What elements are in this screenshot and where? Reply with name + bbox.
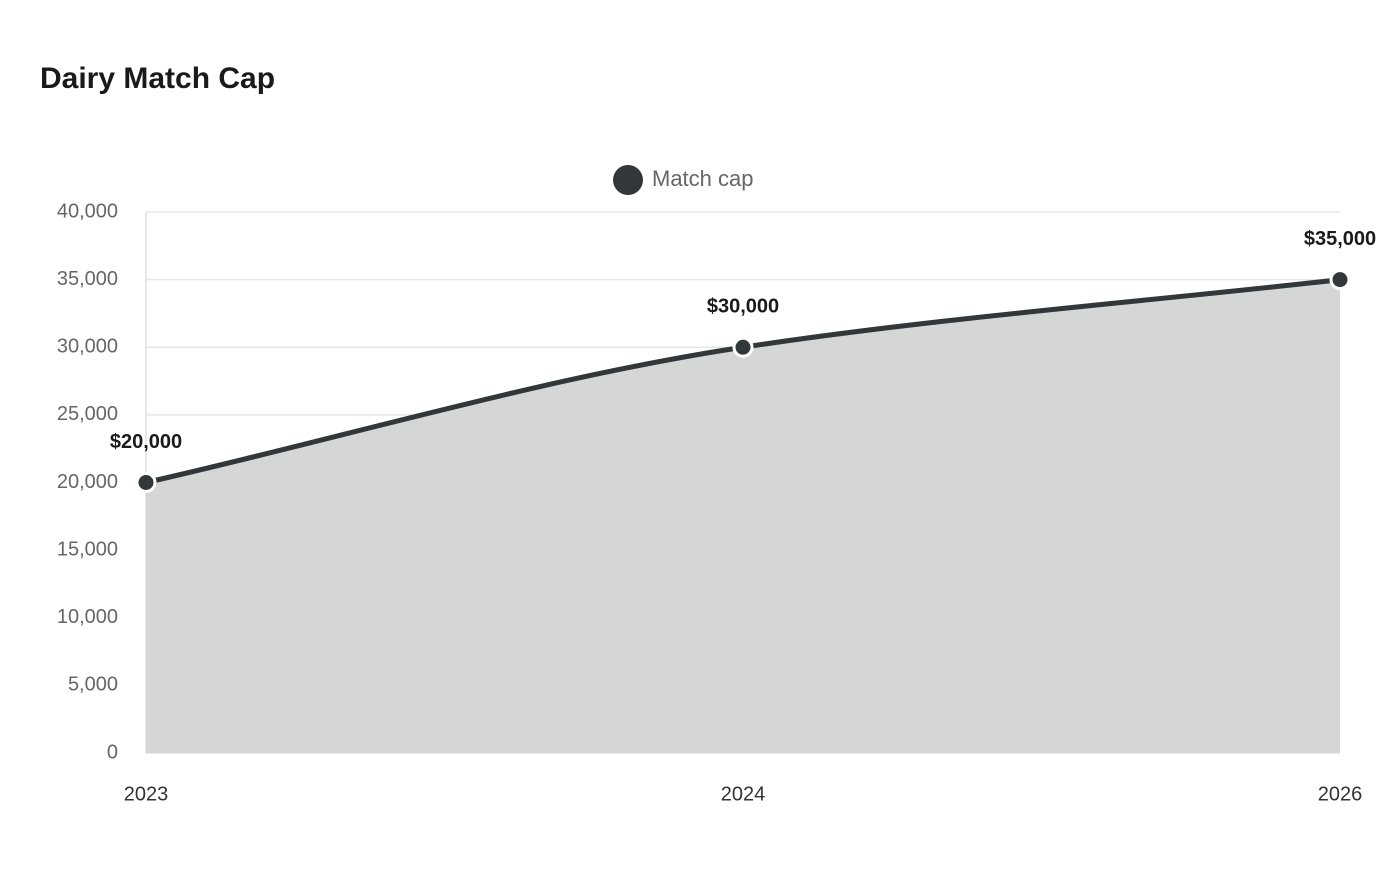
chart-title: Dairy Match Cap <box>40 62 275 95</box>
y-tick-label: 30,000 <box>57 336 118 358</box>
data-label: $30,000 <box>707 296 779 318</box>
x-tick-label: 2026 <box>1318 783 1363 805</box>
y-tick-label: 10,000 <box>57 606 118 628</box>
x-tick-label: 2023 <box>124 783 169 805</box>
x-tick-label: 2024 <box>721 783 766 805</box>
y-tick-label: 5,000 <box>68 674 118 696</box>
point <box>135 472 157 493</box>
y-tick-label: 40,000 <box>57 200 118 222</box>
data-label: $35,000 <box>1304 228 1376 250</box>
y-tick-label: 15,000 <box>57 538 118 560</box>
y-tick-label: 0 <box>107 741 118 763</box>
data-label: $20,000 <box>110 431 182 453</box>
legend-label: Match cap <box>652 166 754 191</box>
legend-marker <box>613 165 643 195</box>
y-tick-label: 20,000 <box>57 471 118 493</box>
y-tick-label: 35,000 <box>57 268 118 290</box>
point <box>1329 269 1351 291</box>
area <box>146 279 1340 753</box>
y-tick-label: 25,000 <box>57 403 118 425</box>
point <box>732 336 754 358</box>
